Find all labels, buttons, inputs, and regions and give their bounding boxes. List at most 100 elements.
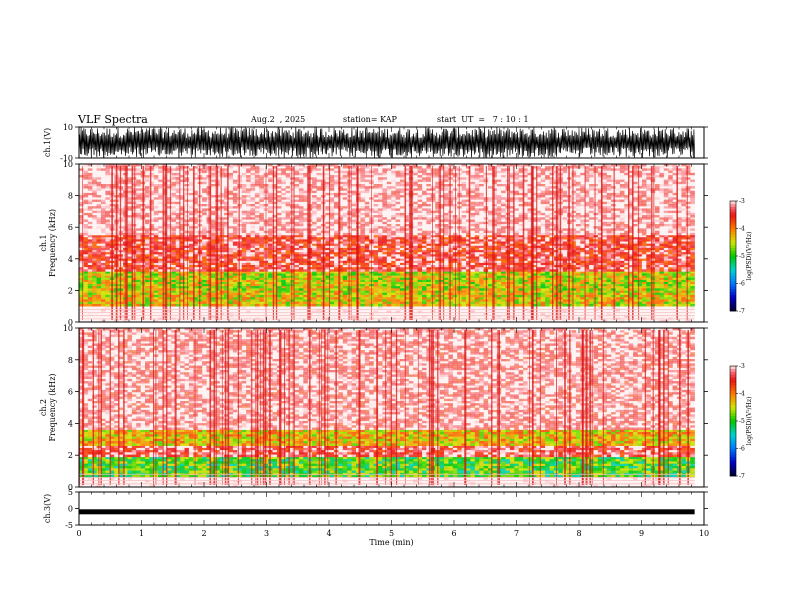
ch1-spectrogram-cell <box>637 239 643 242</box>
ch1-spectrogram-cell <box>655 247 660 251</box>
ch1-spectrogram-cell <box>83 279 89 283</box>
ch1-spectrogram-cell <box>633 256 638 259</box>
ch1-spectrogram-cell <box>101 271 106 274</box>
ch1-spectrogram-cell <box>435 250 440 253</box>
ch1-spectrogram-cell <box>663 306 669 309</box>
ch1-spectrogram-cell <box>241 292 247 296</box>
ch1-spectrogram-cell <box>496 277 502 281</box>
ch1-spectrogram-cell <box>496 252 502 255</box>
ch1-spectrogram-cell <box>514 277 519 281</box>
ch1-spectrogram-cell <box>470 313 476 316</box>
ch1-spectrogram-cell <box>92 239 97 242</box>
ch1-spectrogram-cell <box>145 308 150 312</box>
ch1-spectrogram-cell <box>360 301 366 305</box>
ch1-spectrogram-cell <box>444 275 449 279</box>
ch1-spectrogram-cell <box>254 245 260 249</box>
ch1-spectrogram-cell <box>527 286 533 289</box>
ch1-spectrogram-cell <box>474 258 480 261</box>
ch1-spectrogram-cell <box>536 303 541 307</box>
ch1-spectrogram-cell <box>470 292 476 296</box>
ch1-spectrogram-cell <box>448 245 454 249</box>
ch1-spectrogram-cell <box>360 303 366 307</box>
ch1-spectrogram-cell <box>202 279 207 283</box>
ch1-spectrogram-cell <box>79 252 84 255</box>
ch1-spectrogram-cell <box>312 319 317 323</box>
ch1-spectrogram-cell <box>589 256 594 259</box>
ch1-spectrogram-cell <box>606 297 612 300</box>
ch1-spectrogram-cell <box>232 247 238 251</box>
ch1-spectrogram-cell <box>171 235 176 238</box>
ch1-spectrogram-cell <box>624 294 629 298</box>
ch1-spectrogram-cell <box>474 235 480 238</box>
ch1-spectrogram-cell <box>272 237 278 240</box>
ch1-spectrogram-cell <box>303 313 308 316</box>
ch1-spectrogram-cell <box>312 286 317 289</box>
ch1-spectrogram-cell <box>514 301 519 305</box>
ch1-spectrogram-cell <box>474 301 480 305</box>
ch1-spectrogram-cell <box>514 271 519 274</box>
ch1-spectrogram-cell <box>611 319 616 323</box>
ch1-spectrogram-cell <box>580 310 585 314</box>
ch1-spectrogram-cell <box>171 252 176 255</box>
ch1-spectrogram-cell <box>285 256 291 259</box>
ch1-spectrogram-cell <box>105 271 111 274</box>
ch1-spectrogram-cell <box>303 256 308 259</box>
ch1-spectrogram-cell <box>593 319 599 323</box>
ch1-spectrogram-cell <box>131 279 137 283</box>
ch1-spectrogram-cell <box>545 256 550 259</box>
ch1-spectrogram-cell <box>290 235 295 238</box>
ch1-spectrogram-cell <box>131 284 137 287</box>
ch1-spectrogram-cell <box>360 284 366 287</box>
ch1-spectrogram-cell <box>536 247 541 251</box>
ch1-spectrogram-cell <box>659 254 665 257</box>
ch1-spectrogram-cell <box>298 258 304 261</box>
ch1-spectrogram-cell <box>668 282 673 285</box>
ch1-spectrogram-cell <box>501 306 506 309</box>
ch1-spectrogram-cell <box>417 292 423 296</box>
ch1-spectrogram-cell <box>492 319 497 323</box>
ch1-spectrogram-cell <box>624 303 629 307</box>
ch1-spectrogram-cell <box>448 290 454 293</box>
ch1-spectrogram-cell <box>470 245 476 249</box>
ch1-spectrogram-cell <box>92 250 97 253</box>
ch1-spectrogram-cell <box>254 275 260 279</box>
ch1-spectrogram-cell <box>395 235 401 238</box>
ch1-spectrogram-cell <box>514 250 519 253</box>
ch1-spectrogram-cell <box>461 250 467 253</box>
ch1-spectrogram-cell <box>663 245 669 249</box>
ch1-spectrogram-cell <box>382 247 388 251</box>
ch1-spectrogram-cell <box>531 297 537 300</box>
ch1-spectrogram-cell <box>87 319 93 323</box>
ch1-spectrogram-cell <box>246 299 251 302</box>
ch1-spectrogram-cell <box>241 277 247 281</box>
ch1-spectrogram-cell <box>285 239 291 242</box>
ch1-spectrogram-cell <box>127 252 133 255</box>
ch1-spectrogram-cell <box>444 277 449 281</box>
ch1-spectrogram-cell <box>101 235 106 238</box>
ch1-spectrogram-cell <box>180 297 185 300</box>
ch1-spectrogram-cell <box>83 299 89 302</box>
ch1-spectrogram-cell <box>136 247 141 251</box>
ch1-spectrogram-cell <box>430 299 436 302</box>
ch1-spectrogram-cell <box>668 250 673 253</box>
ch1-spectrogram-cell <box>571 308 577 312</box>
ch1-spectrogram-cell <box>378 235 383 238</box>
ch1-spectrogram-cell <box>646 241 651 244</box>
ch1-spectrogram-cell <box>175 256 181 259</box>
ch1-spectrogram-cell <box>422 301 427 305</box>
ch1-spectrogram-cell <box>400 275 405 279</box>
ch1-spectrogram-cell <box>655 279 660 283</box>
ch1-spectrogram-cell <box>228 237 234 240</box>
ch1-spectrogram-cell <box>580 277 585 281</box>
ch1-spectrogram-cell <box>685 319 691 323</box>
ch1-spectrogram-cell <box>79 277 84 281</box>
ch1-spectrogram-cell <box>619 294 625 298</box>
ch1-spectrogram-cell <box>589 250 594 253</box>
ch1-spectrogram-cell <box>435 254 440 257</box>
ch1-spectrogram-cell <box>690 315 695 318</box>
ch1-spectrogram-cell <box>641 256 647 259</box>
ch1-spectrogram-cell <box>281 247 286 251</box>
ch1-spectrogram-cell <box>281 294 286 298</box>
ch1-spectrogram-cell <box>690 286 695 289</box>
ch1-spectrogram-cell <box>391 288 396 291</box>
